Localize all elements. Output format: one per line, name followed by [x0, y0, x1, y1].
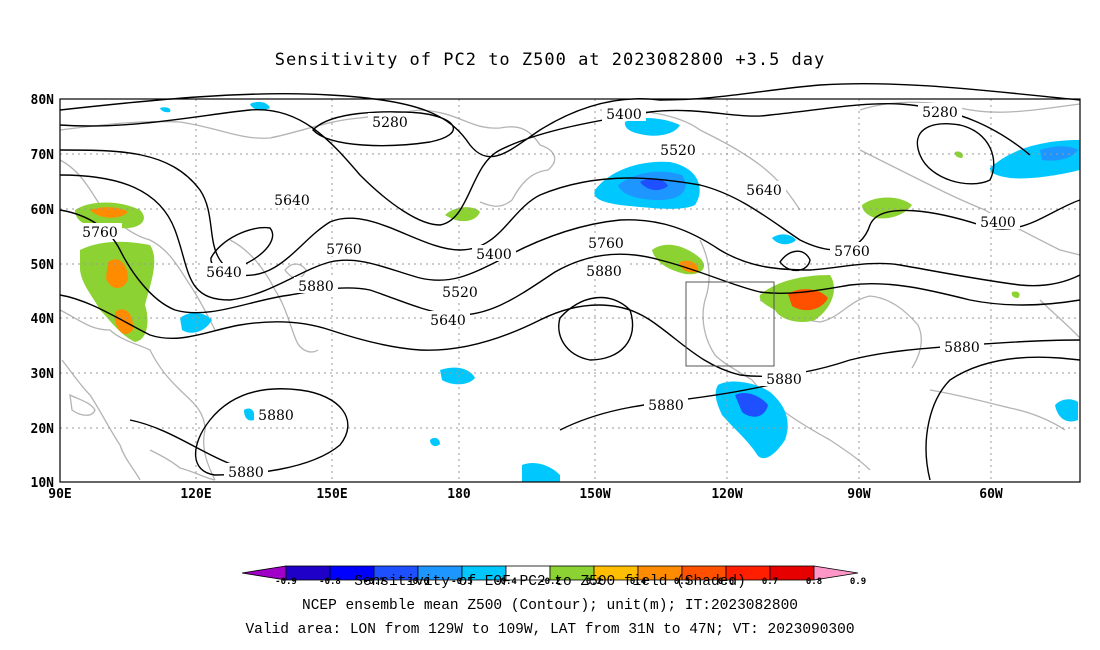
shaded-region [772, 234, 796, 245]
contour-label: 5640 [274, 193, 310, 209]
z500-contours [59, 82, 1081, 481]
shaded-region [715, 381, 788, 459]
contour-label: 5760 [834, 244, 870, 260]
shaded-region [1055, 399, 1078, 422]
contour-label: 5400 [606, 107, 642, 123]
shaded-region [250, 101, 270, 111]
latitude-labels: 80N 70N 60N 50N 40N 30N 20N 10N [31, 93, 55, 491]
colorbar-tick-label: 0.2 [586, 577, 602, 587]
colorbar-swatch [813, 565, 859, 581]
colorbar: -0.9 -0.8 -0.7 -0.6 -0.5 -0.4 -0.2 0.2 0.4 0.5 0.6… [241, 565, 866, 587]
contour-label: 5520 [442, 285, 478, 301]
contour-label: 5880 [648, 398, 684, 414]
contour-label: 5640 [746, 183, 782, 199]
shaded-region [160, 107, 171, 113]
map-title: Sensitivity of PC2 to Z500 at 2023082800… [274, 50, 826, 70]
lat-label: 20N [31, 422, 55, 437]
colorbar-tick-label: -0.8 [319, 577, 341, 587]
contour-label: 5400 [476, 247, 512, 263]
colorbar-tick-label: 0.9 [850, 577, 866, 587]
colorbar-tick-label: 0.7 [762, 577, 778, 587]
lat-label: 70N [31, 148, 55, 163]
map-frame [59, 98, 1081, 483]
contour-label: 5880 [586, 264, 622, 280]
lon-label: 60W [979, 487, 1003, 502]
footer-line-2: Valid area: LON from 129W to 109W, LAT f… [245, 622, 855, 638]
shaded-region [788, 289, 828, 311]
shaded-region [735, 393, 768, 417]
footer-line-1: NCEP ensemble mean Z500 (Contour); unit(… [302, 598, 798, 614]
colorbar-tick-label: -0.7 [363, 577, 385, 587]
colorbar-tick-label: -0.9 [275, 577, 297, 587]
shaded-region [80, 241, 155, 342]
lon-label: 180 [447, 487, 471, 502]
contour-label: 5880 [944, 340, 980, 356]
contour-label: 5760 [326, 242, 362, 258]
colorbar-tick-label: 0.8 [806, 577, 822, 587]
lat-label: 50N [31, 258, 55, 273]
contour-label: 5880 [766, 372, 802, 388]
contour-label: 5640 [206, 265, 242, 281]
colorbar-tick-label: 0.6 [718, 577, 734, 587]
lon-label: 120W [711, 487, 742, 502]
colorbar-caption: Sensitivity of EOF PC2 to Z500 field (Sh… [354, 574, 746, 590]
lon-label: 90E [48, 487, 71, 502]
shaded-region [1040, 146, 1078, 161]
colorbar-tick-label: -0.4 [495, 577, 517, 587]
lon-label: 150W [579, 487, 610, 502]
longitude-labels: 90E 120E 150E 180 150W 120W 90W 60W [48, 487, 1003, 502]
contour-label: 5520 [660, 143, 696, 159]
shaded-region [440, 367, 475, 385]
contour-label: 5640 [430, 313, 466, 329]
shaded-region [640, 178, 668, 191]
sensitivity-shading [75, 101, 1080, 482]
shaded-region [430, 437, 440, 447]
colorbar-tick-label: 0.5 [674, 577, 690, 587]
lat-label: 80N [31, 93, 55, 108]
lon-label: 150E [316, 487, 347, 502]
contour-label: 5400 [980, 215, 1016, 231]
colorbar-tick-label: -0.6 [407, 577, 429, 587]
colorbar-tick-label: -0.5 [451, 577, 473, 587]
colorbar-tick-label: 0.4 [630, 577, 647, 587]
shaded-region [990, 140, 1080, 179]
shaded-region [244, 408, 255, 421]
contour-label: 5880 [298, 279, 334, 295]
lat-label: 60N [31, 203, 55, 218]
contour-label: 5280 [922, 105, 958, 121]
lon-label: 120E [180, 487, 211, 502]
contour-label: 5760 [588, 236, 624, 252]
shaded-region [106, 259, 128, 289]
shaded-region [1011, 291, 1020, 298]
contour-label: 5280 [372, 115, 408, 131]
contour-label: 5760 [82, 225, 118, 241]
shaded-region [90, 207, 128, 218]
lat-label: 40N [31, 312, 55, 327]
contour-labels: 5280 5280 5400 5400 5400 5520 5520 5640 5640 5640… [78, 103, 1020, 481]
contour-label: 5880 [258, 408, 294, 424]
shaded-region [624, 118, 680, 136]
shaded-region [862, 197, 912, 219]
shaded-region [954, 151, 963, 158]
lat-label: 30N [31, 367, 55, 382]
lon-label: 90W [847, 487, 871, 502]
coastlines [59, 101, 1081, 481]
valid-area-box [685, 281, 775, 367]
contour-label: 5880 [228, 465, 264, 481]
lat-label: 10N [31, 476, 55, 491]
shaded-region [522, 463, 560, 482]
colorbar-tick-label: -0.2 [539, 577, 561, 587]
